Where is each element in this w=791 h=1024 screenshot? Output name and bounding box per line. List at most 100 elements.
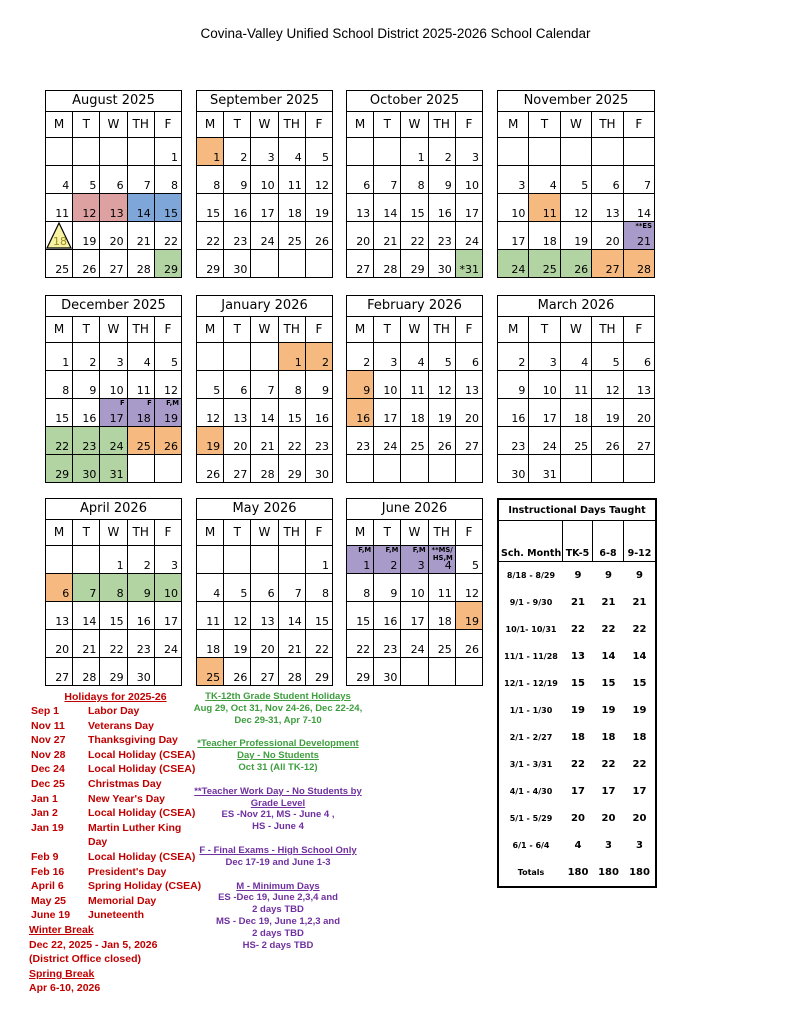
day-cell: 21 [278, 630, 305, 657]
day-number: 6 [240, 384, 248, 397]
day-cell [197, 343, 224, 370]
day-cell: 22 [154, 222, 181, 249]
weekday-header: W [100, 112, 127, 137]
day-cell: 30 [224, 250, 251, 277]
day-number: 9 [240, 179, 248, 192]
weekday-header: T [224, 317, 251, 342]
day-number: 22 [55, 440, 70, 453]
day-cell: 9 [127, 574, 154, 601]
day-number: 5 [322, 151, 329, 164]
day-cell [374, 455, 401, 482]
day-cell: 10 [251, 166, 278, 193]
day-cell: 26 [560, 250, 592, 277]
holiday-date: Dec 24 [31, 763, 65, 776]
day-cell: 8 [305, 574, 332, 601]
day-number: 5 [89, 179, 97, 192]
weekday-header: M [498, 317, 529, 342]
holiday-name: Labor Day [88, 705, 140, 717]
day-cell: 20 [46, 630, 73, 657]
day-number: 3 [518, 179, 526, 192]
table-days-cell: 19 [571, 705, 585, 716]
day-number: 25 [206, 671, 221, 684]
weekday-header: F [154, 317, 181, 342]
day-cell: 20 [100, 222, 127, 249]
day-cell: 13 [100, 194, 127, 221]
day-cell: 2 [127, 546, 154, 573]
weekday-header: F [305, 520, 332, 545]
day-cell: 1 [278, 343, 305, 370]
day-number: 2 [390, 559, 398, 572]
weekday-header: W [401, 317, 428, 342]
day-cell: 17 [154, 602, 181, 629]
day-cell: 8 [401, 166, 428, 193]
day-number: 17 [109, 412, 124, 425]
holiday-row: June 19 Juneteenth [28, 908, 203, 923]
weekday-header: W [251, 520, 278, 545]
day-cell [197, 546, 224, 573]
day-cell: 7 [278, 574, 305, 601]
day-number: 4 [417, 356, 425, 369]
day-cell [251, 343, 278, 370]
day-cell: 3 [251, 138, 278, 165]
month-title: January 2026 [197, 296, 332, 316]
day-number: 25 [287, 235, 302, 248]
day-cell [224, 546, 251, 573]
holiday-date: Jan 1 [31, 792, 58, 805]
day-number: 4 [143, 356, 151, 369]
holiday-date: Sep 1 [31, 705, 60, 717]
day-cell: 26 [428, 427, 455, 454]
day-cell: 10 [154, 574, 181, 601]
note-line: *Teacher Professional Development [197, 738, 359, 750]
day-cell: 31 [100, 455, 127, 482]
day-number: 23 [511, 440, 526, 453]
day-cell: 10 [498, 194, 529, 221]
weekday-header: T [374, 112, 401, 137]
day-number: 16 [383, 615, 398, 628]
day-number: 13 [356, 207, 371, 220]
day-cell: 14 [73, 602, 100, 629]
table-row: 8/18 - 8/29 9 9 9 [499, 562, 655, 589]
day-cell: 24 [529, 427, 560, 454]
table-row: 1/1 - 1/30 19 19 19 [499, 697, 655, 724]
day-number: 12 [82, 207, 97, 220]
weekday-header: F [154, 520, 181, 545]
day-cell: 5 [560, 166, 592, 193]
day-cell: 8 [100, 574, 127, 601]
day-cell: 29 [154, 250, 181, 277]
day-number: 22 [410, 235, 425, 248]
day-number: 8 [213, 179, 221, 192]
day-cell [498, 138, 529, 165]
day-cell: 29 [401, 250, 428, 277]
day-cell: 1 [197, 138, 224, 165]
day-number: 10 [109, 384, 124, 397]
holiday-break-line: Dec 22, 2025 - Jan 5, 2026 [29, 938, 158, 951]
day-number: 20 [55, 643, 70, 656]
day-cell: 4 [46, 166, 73, 193]
day-number: 11 [287, 179, 302, 192]
day-cell: 8 [197, 166, 224, 193]
day-cell: 24 [251, 222, 278, 249]
day-number: 25 [136, 440, 151, 453]
day-number: 22 [206, 235, 221, 248]
day-number: 30 [511, 468, 526, 481]
table-days-cell: 18 [632, 732, 647, 743]
day-number: 19 [315, 207, 329, 220]
day-number: 1 [363, 559, 371, 572]
day-number: 11 [206, 615, 221, 628]
day-number: 1 [171, 151, 178, 164]
calendar-march-2026: March 2026 M T W TH F 2 3 4 5 6 9 10 11 12 13 16 17 18 19 20… [497, 295, 655, 483]
holiday-break-line: Apr 6-10, 2026 [29, 982, 101, 995]
day-cell: 9 [428, 166, 455, 193]
table-days-cell: 15 [571, 678, 585, 689]
note-line: F - Final Exams - High School Only [199, 844, 357, 856]
day-number: 16 [233, 207, 248, 220]
holiday-row: Sep 1 Labor Day [28, 704, 203, 719]
day-cell: 10 [374, 371, 401, 398]
holiday-date: Dec 25 [31, 777, 65, 790]
day-cell [46, 138, 73, 165]
day-cell: 29 [305, 658, 332, 685]
day-number: 3 [171, 559, 178, 572]
day-cell: 19 [592, 399, 623, 426]
day-number: 28 [82, 671, 97, 684]
day-cell: 19 [428, 399, 455, 426]
